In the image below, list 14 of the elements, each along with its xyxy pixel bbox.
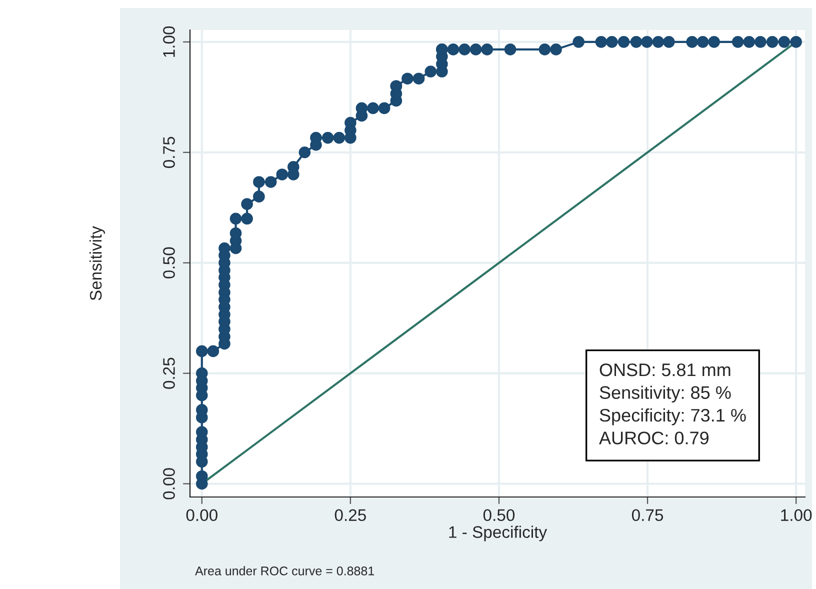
text: Area under ROC curve = 0.8881 bbox=[195, 566, 374, 576]
y-tick-label: 0.25 bbox=[163, 358, 175, 389]
x-axis-title: 1 - Specificity bbox=[449, 526, 548, 542]
x-tick-label: 0.75 bbox=[632, 509, 664, 522]
x-tick-label: 0.00 bbox=[186, 509, 218, 522]
annotation: ONSD: 5.81 mm Sensitivity: 85 % Specificity: 73.1 % AUROC: 0.79 bbox=[599, 363, 746, 444]
y-tick-label: 0.50 bbox=[163, 247, 175, 278]
y-tick-label: 0.00 bbox=[163, 468, 175, 500]
y-axis-title: Sensitivity bbox=[89, 226, 105, 300]
x-tick-label: 1.00 bbox=[781, 509, 812, 522]
x-tick-label: 0.25 bbox=[334, 509, 366, 522]
y-tick-label: 1.00 bbox=[163, 26, 175, 57]
x-tick-label: 0.50 bbox=[483, 509, 515, 522]
y-tick-label: 0.75 bbox=[163, 136, 175, 168]
